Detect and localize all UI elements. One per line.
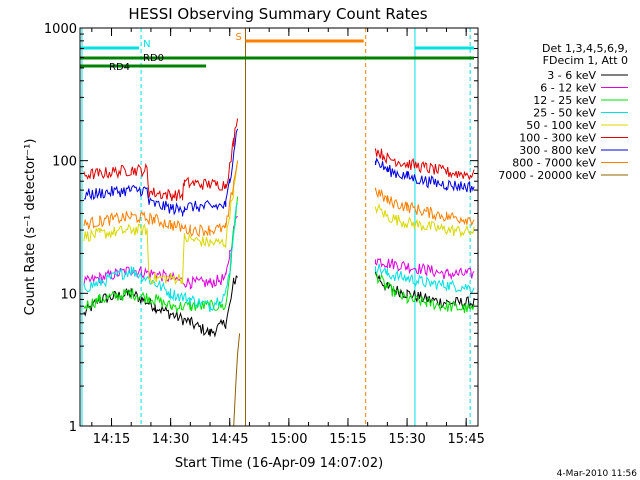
mode-label-0: RD0 [143, 53, 164, 64]
y-tick-label-2: 100 [52, 155, 77, 170]
y-tick-label-3: 1000 [44, 22, 77, 37]
x-tick-label-4: 15:15 [329, 432, 366, 447]
legend-header-0: Det 1,3,4,5,6,9, [542, 42, 628, 55]
attenuator-bars: S N RD0 RD4 [80, 32, 475, 73]
chart-title: HESSI Observing Summary Count Rates [128, 5, 427, 23]
series-line-7 [83, 160, 475, 238]
series-line-8 [233, 333, 241, 427]
series-line-3 [83, 203, 475, 312]
series-line-4 [83, 161, 475, 286]
axes: 1 10 100 1000 14:15 14:30 14:45 15:00 15:15 15:30… [44, 22, 485, 447]
legend-entry-5: 100 - 300 keV [519, 132, 596, 145]
legend-header-1: FDecim 1, Att 0 [543, 54, 628, 67]
y-tick-label-1: 10 [60, 287, 77, 302]
series-line-1 [83, 215, 475, 290]
legend-entry-7: 800 - 7000 keV [512, 157, 596, 170]
legend-entry-6: 300 - 800 keV [519, 144, 596, 157]
x-tick-label-2: 14:45 [211, 432, 248, 447]
y-axis-label: Count Rate (s⁻¹ detector⁻¹) [23, 139, 38, 316]
mode-label-1: RD4 [109, 62, 130, 73]
x-tick-label-3: 15:00 [270, 432, 307, 447]
gap-label-1: N [143, 39, 150, 50]
legend-entry-0: 3 - 6 keV [547, 69, 596, 82]
x-axis-label: Start Time (16-Apr-09 14:07:02) [175, 456, 383, 471]
series-group [83, 118, 475, 427]
x-tick-label-6: 15:45 [447, 432, 484, 447]
legend-entry-2: 12 - 25 keV [533, 94, 596, 107]
series-line-2 [83, 196, 475, 314]
series-line-6 [83, 128, 475, 217]
footer-date: 4-Mar-2010 11:56 [557, 469, 638, 479]
legend-entry-8: 7000 - 20000 keV [498, 169, 596, 182]
x-tick-label-1: 14:30 [152, 432, 189, 447]
gap-label-0: S [236, 32, 242, 43]
legend-entry-1: 6 - 12 keV [540, 82, 596, 95]
x-tick-label-0: 14:15 [93, 432, 130, 447]
y-tick-label-0: 1 [69, 420, 77, 435]
legend: Det 1,3,4,5,6,9,FDecim 1, Att 0 3 - 6 keV… [498, 42, 628, 182]
series-line-5 [83, 118, 475, 202]
plot-frame [79, 27, 479, 427]
series-line-0 [83, 271, 475, 338]
x-tick-label-5: 15:30 [388, 432, 425, 447]
legend-entry-3: 25 - 50 keV [533, 107, 596, 120]
legend-entry-4: 50 - 100 keV [526, 119, 596, 132]
